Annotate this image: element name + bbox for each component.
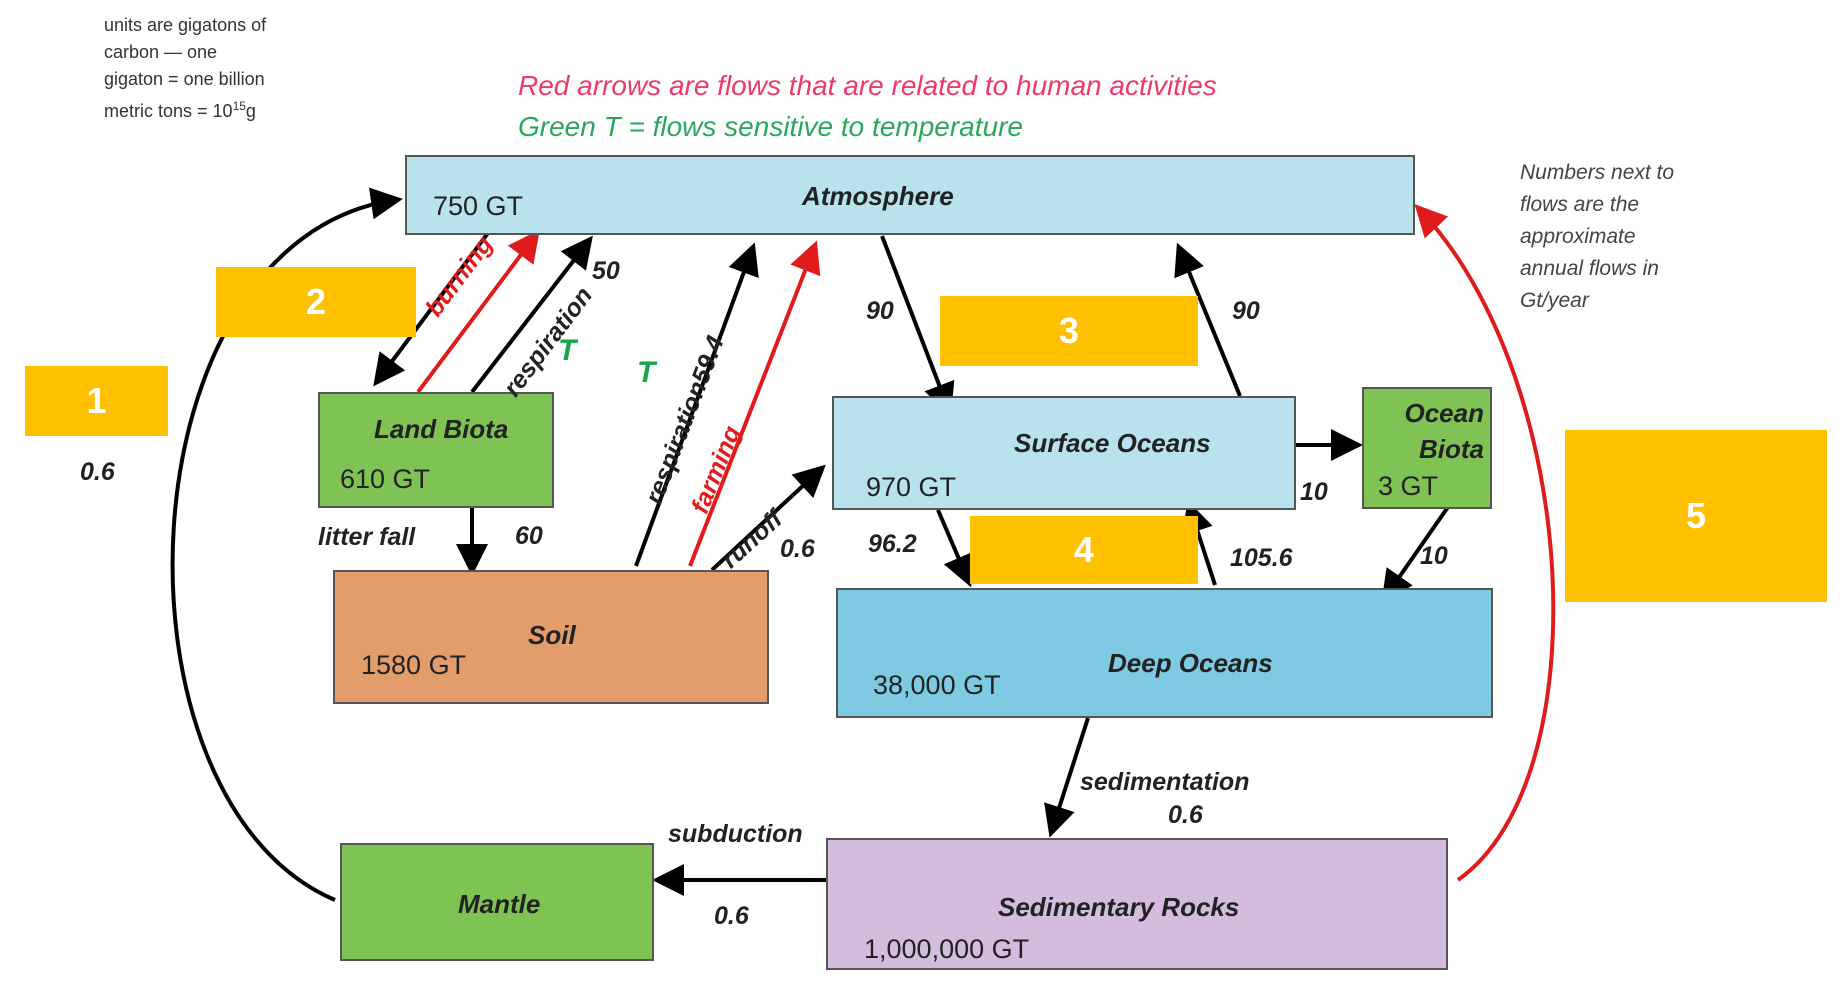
numbers-line: flows are the [1520, 193, 1640, 216]
soil-box: Soil 1580 GT [333, 570, 769, 704]
legend-red: Red arrows are flows that are related to… [518, 70, 1217, 101]
cover-box-3: 3 [940, 296, 1198, 366]
land-flow-value: 50 [592, 257, 620, 285]
arrow-atmosphere-to-ocean [880, 235, 955, 416]
cover-box-4: 4 [970, 516, 1198, 584]
numbers-line: Numbers next to [1520, 161, 1675, 184]
units-line: gigaton = one billion [104, 69, 265, 89]
cover-box-1: 1 [25, 366, 168, 436]
arrow-land-respiration [470, 235, 593, 394]
arrow-farming [688, 240, 821, 567]
arrow-ocean-to-atmosphere [1174, 242, 1242, 397]
runoff-flow-value: 0.6 [780, 535, 815, 563]
sedimentary-rocks-amount: 1,000,000 GT [864, 934, 1030, 964]
cover-box-2: 2 [216, 267, 416, 337]
atmosphere-box: 750 GT Atmosphere [405, 155, 1415, 235]
ocean-biota-title: Ocean Biota [1404, 398, 1485, 464]
numbers-line: annual flows in [1520, 257, 1659, 280]
deep-to-surface-value: 105.6 [1230, 544, 1293, 572]
arrow-sedimentation [1044, 717, 1090, 838]
arrow-atmosphere-to-land [373, 231, 490, 387]
ocean-to-atm-value: 90 [1232, 297, 1260, 325]
litter-flow-value: 60 [515, 522, 543, 550]
arrow-surface-to-deep [936, 509, 974, 588]
atmosphere-title: Atmosphere [802, 181, 954, 211]
arrow-runoff [710, 464, 826, 572]
atm-to-ocean-value: 90 [866, 297, 894, 325]
land-biota-amount: 610 GT [340, 464, 431, 494]
units-line: carbon — one [104, 42, 218, 62]
t-mark-land: T [558, 334, 577, 367]
deep-oceans-amount: 38,000 GT [873, 670, 1001, 700]
ocean-biota-box: Ocean Biota 3 GT [1362, 387, 1492, 509]
mantle-box: Mantle [340, 843, 654, 961]
deep-oceans-title: Deep Oceans [1108, 648, 1273, 678]
sedimentary-rocks-title: Sedimentary Rocks [998, 892, 1240, 922]
units-note: units are gigatons of carbon — one gigat… [104, 12, 334, 125]
arrow-rocks-to-atmosphere [1414, 204, 1556, 882]
sedimentary-rocks-box: Sedimentary Rocks 1,000,000 GT [826, 838, 1448, 970]
mantle-title: Mantle [458, 889, 541, 919]
soil-title: Soil [528, 620, 576, 650]
cover-box-5: 5 [1565, 430, 1827, 602]
subduction-label: subduction [668, 820, 803, 848]
legend-green: Green T = flows sensitive to temperature [518, 111, 1023, 142]
units-line: metric tons = 1015g [104, 99, 256, 121]
land-biota-box: Land Biota 610 GT [318, 392, 554, 508]
atmosphere-amount: 750 GT [433, 191, 524, 221]
sedimentation-value: 0.6 [1168, 801, 1203, 829]
numbers-line: Gt/year [1520, 289, 1589, 312]
litter-fall-label: litter fall [318, 523, 416, 551]
arrow-ocean-biota-to-deep [1381, 505, 1450, 603]
subduction-value: 0.6 [714, 902, 749, 930]
sedimentation-label: sedimentation [1080, 768, 1250, 796]
units-line: units are gigatons of [104, 15, 267, 35]
arrow-burning [416, 229, 540, 394]
land-biota-title: Land Biota [374, 414, 509, 444]
arrow-soil-respiration [634, 242, 759, 567]
surface-oceans-amount: 970 GT [866, 472, 957, 502]
arrow-mantle-to-atmosphere [170, 187, 403, 902]
ocean-biota-in-value: 10 [1300, 478, 1328, 506]
numbers-note: Numbers next to flows are the approximat… [1520, 157, 1770, 317]
ocean-biota-amount: 3 GT [1378, 471, 1439, 501]
deep-oceans-box: Deep Oceans 38,000 GT [836, 588, 1493, 718]
ocean-biota-out-value: 10 [1420, 542, 1448, 570]
surface-to-deep-value: 96.2 [868, 530, 917, 558]
soil-amount: 1580 GT [361, 650, 467, 680]
surface-oceans-title: Surface Oceans [1014, 428, 1211, 458]
surface-oceans-box: Surface Oceans 970 GT [832, 396, 1296, 510]
numbers-line: approximate [1520, 225, 1636, 248]
left-flow-value: 0.6 [80, 458, 115, 486]
t-mark-soil: T [637, 356, 656, 389]
